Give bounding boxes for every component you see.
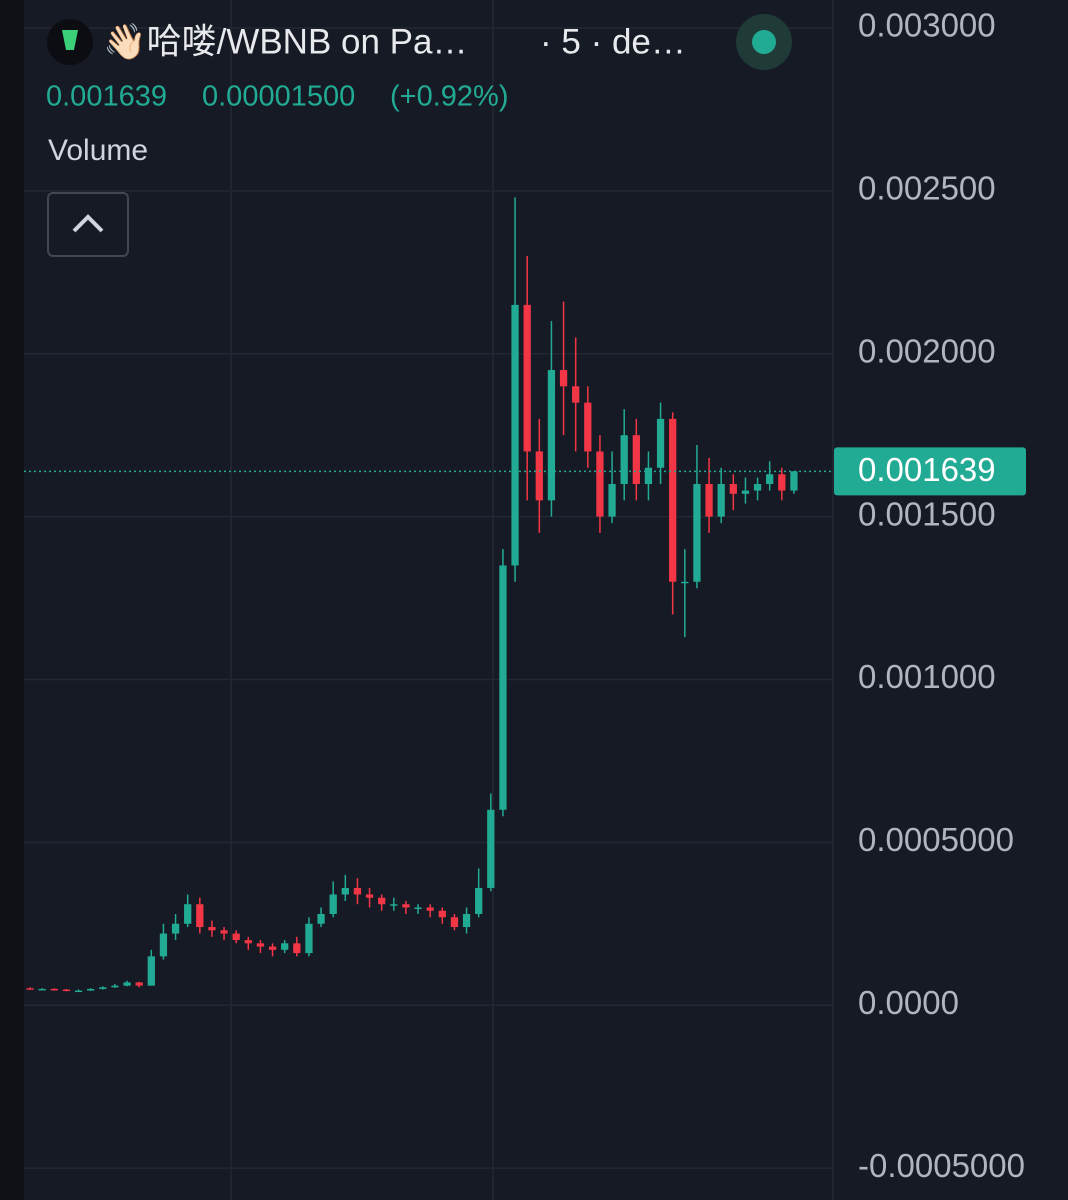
candle-body (365, 894, 374, 898)
candle-body (87, 988, 95, 991)
y-tick-label: 0.003000 (858, 7, 996, 44)
candle-body (572, 386, 580, 403)
chart-title: 👋🏻哈喽/WBNB on Pa… (103, 22, 468, 62)
candles (26, 197, 798, 993)
candle-body (475, 887, 483, 915)
candle-body (741, 490, 750, 494)
collapse-icon (72, 214, 104, 233)
candle-body (669, 418, 677, 582)
candle-body (693, 484, 701, 582)
price-change: 0.00001500 (202, 81, 355, 113)
candle-body (378, 897, 386, 905)
y-tick-label: 0.002500 (858, 170, 996, 207)
candle-body (341, 887, 349, 895)
candle-body (462, 914, 471, 928)
last-price-box (834, 447, 1026, 496)
candle-body (232, 933, 240, 941)
candle-body (438, 910, 446, 918)
candle-body (123, 982, 131, 986)
y-tick-label: 0.001500 (858, 495, 996, 532)
candle-body (656, 418, 665, 468)
candle-body (147, 956, 155, 986)
candle-body (74, 990, 83, 993)
candle-body (281, 943, 289, 950)
candle-body (62, 989, 71, 992)
y-tick-label: 0.0000 (858, 984, 959, 1021)
candle-body (329, 894, 337, 915)
candle-body (293, 943, 301, 954)
candle-body (220, 930, 228, 934)
candle-body (584, 402, 592, 452)
collapse-button[interactable] (47, 192, 129, 257)
candle-body (305, 923, 313, 954)
candle-body (26, 988, 34, 990)
chart-subtitle: · 5 · de… (540, 22, 686, 61)
candle-body (717, 484, 725, 517)
left-edge (0, 0, 24, 1200)
candle-body (99, 987, 107, 989)
candle-body (620, 435, 628, 485)
candle-body (681, 581, 689, 584)
candle-body (402, 904, 410, 908)
candle-body (184, 904, 192, 924)
candle-body (499, 565, 507, 810)
candle-body (535, 451, 543, 501)
candle-body (135, 982, 143, 986)
candle-body (778, 474, 786, 491)
y-tick-label: 0.001000 (858, 658, 996, 695)
candle-body (729, 484, 737, 494)
y-tick-label: -0.0005000 (858, 1147, 1025, 1184)
y-tick-label: 0.0005000 (858, 821, 1014, 858)
candle-body (487, 809, 495, 888)
candle-body (705, 484, 713, 517)
candle-body (790, 471, 798, 491)
status-dot (752, 30, 776, 54)
token-icon-mark (62, 30, 78, 50)
candle-body (511, 304, 519, 566)
last-price-label: 0.001639 (858, 451, 996, 488)
candle-body (632, 435, 640, 485)
candle-body (256, 943, 265, 947)
candle-body (390, 904, 398, 906)
candle-body (111, 985, 119, 988)
candle-body (38, 988, 46, 991)
candle-body (159, 933, 168, 957)
candle-body (523, 304, 531, 452)
candle-body (50, 988, 58, 991)
candle-body (414, 907, 422, 909)
candle-body (426, 907, 434, 911)
candle-body (450, 917, 459, 928)
candle-body (317, 914, 325, 924)
candle-body (644, 467, 653, 485)
candle-body (208, 927, 216, 931)
price-change-percent: (+0.92%) (390, 81, 508, 113)
candle-body (268, 946, 277, 950)
price-value: 0.001639 (46, 81, 167, 113)
candle-body (608, 484, 616, 517)
candle-body (766, 474, 774, 485)
overlay: 0.001639 (24, 447, 1026, 496)
y-tick-label: 0.002000 (858, 332, 996, 369)
candle-body (596, 451, 604, 517)
candle-body (244, 940, 252, 944)
candle-body (547, 370, 556, 501)
candle-body (353, 887, 362, 895)
candle-body (753, 484, 762, 491)
candle-body (559, 370, 568, 387)
grid: 0.003000 0.002500 0.002000 0.001500 0.001000… (24, 7, 1025, 1184)
candle-body (196, 904, 204, 928)
candle-body (171, 923, 180, 934)
indicator-label: Volume (48, 134, 148, 167)
